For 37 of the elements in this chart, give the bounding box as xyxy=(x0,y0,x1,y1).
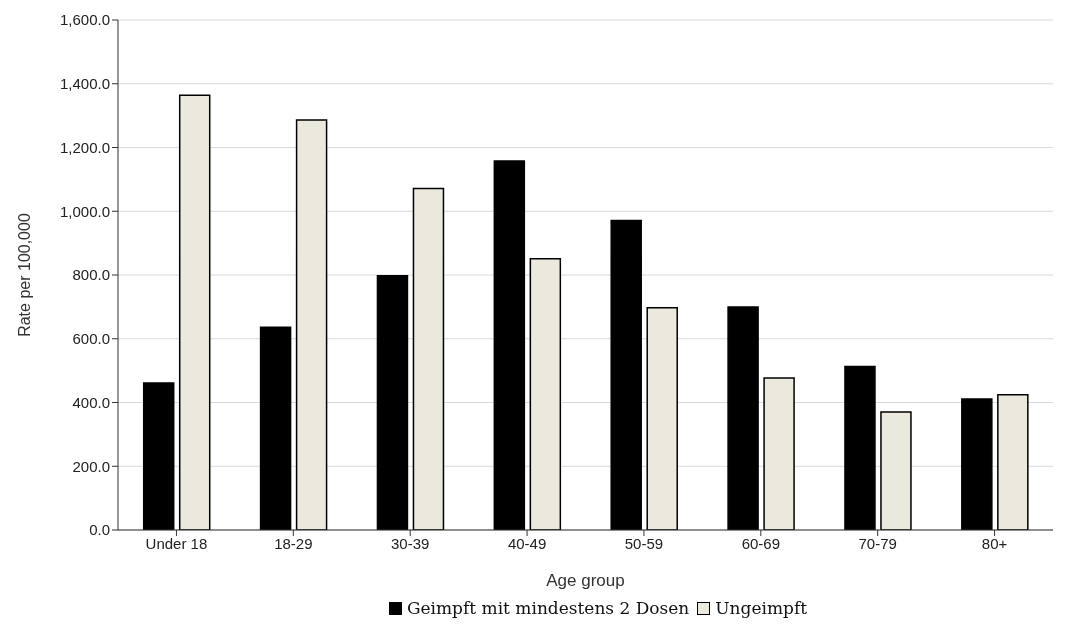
y-tick-label: 1,000.0 xyxy=(59,202,110,220)
bar xyxy=(259,326,292,530)
y-tick-label: 0.0 xyxy=(89,521,110,539)
y-tick-label: 400.0 xyxy=(72,393,110,411)
x-tick-label: 80+ xyxy=(981,534,1008,552)
bar xyxy=(997,394,1029,530)
y-tick-label: 200.0 xyxy=(72,457,110,475)
x-tick-label: 30-39 xyxy=(391,534,430,552)
legend-label: Geimpft mit mindestens 2 Dosen xyxy=(406,598,690,618)
x-tick-label: 50-59 xyxy=(624,534,664,552)
bar xyxy=(844,365,876,530)
bar xyxy=(610,219,642,530)
bar xyxy=(412,187,445,530)
x-tick-label: 18-29 xyxy=(274,534,313,552)
x-tick-label: Under 18 xyxy=(145,534,208,552)
bar xyxy=(727,306,759,530)
bar xyxy=(763,377,795,530)
legend-label: Ungeimpft xyxy=(715,598,808,618)
bar xyxy=(529,257,562,530)
x-tick-label: 60-69 xyxy=(741,534,780,552)
y-tick-label: 600.0 xyxy=(72,330,110,348)
y-tick-label: 1,400.0 xyxy=(59,75,110,93)
bar xyxy=(178,94,211,530)
x-tick-label: 70-79 xyxy=(858,534,897,552)
bar xyxy=(880,411,912,530)
bar xyxy=(142,382,175,530)
y-tick-label: 1,600.0 xyxy=(59,11,110,29)
y-axis-title: Rate per 100,000 xyxy=(15,213,33,337)
bar xyxy=(493,160,526,530)
x-axis-title: Age group xyxy=(546,571,625,590)
bar xyxy=(646,307,678,530)
y-tick-label: 800.0 xyxy=(72,266,110,284)
bar xyxy=(961,398,993,530)
bar xyxy=(376,274,409,530)
bar xyxy=(295,119,328,530)
y-tick-label: 1,200.0 xyxy=(59,138,110,156)
x-tick-label: 40-49 xyxy=(507,534,547,552)
